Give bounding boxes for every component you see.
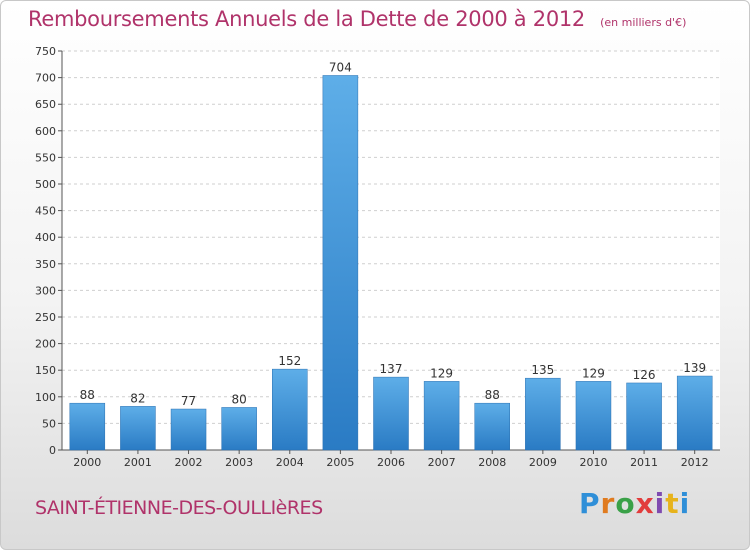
chart-unit: (en milliers d'€) xyxy=(600,16,687,29)
x-tick-label: 2009 xyxy=(529,456,557,469)
y-tick-label: 100 xyxy=(35,391,56,404)
x-tick-label: 2012 xyxy=(681,456,709,469)
bar xyxy=(322,75,359,451)
bar xyxy=(373,376,409,451)
bar-value-label: 77 xyxy=(181,394,196,408)
bar-value-label: 137 xyxy=(380,362,403,376)
logo-letter: P xyxy=(579,487,601,520)
logo-letter: o xyxy=(615,487,636,520)
bar-value-label: 88 xyxy=(80,388,95,402)
chart-title-row: Remboursements Annuels de la Dette de 20… xyxy=(28,7,686,31)
commune-name: SAINT-ÉTIENNE-DES-OULLIèRES xyxy=(35,497,323,519)
bar-value-label: 82 xyxy=(130,391,145,405)
proxiti-logo: Proxiti xyxy=(579,487,690,520)
chart-title: Remboursements Annuels de la Dette de 20… xyxy=(28,7,585,31)
x-tick-label: 2005 xyxy=(326,456,354,469)
x-tick-label: 2010 xyxy=(579,456,607,469)
y-tick-label: 50 xyxy=(42,417,56,430)
bar-value-label: 80 xyxy=(232,392,247,406)
y-tick-label: 300 xyxy=(35,284,56,297)
y-tick-label: 650 xyxy=(35,98,56,111)
bar-value-label: 135 xyxy=(531,363,554,377)
bar xyxy=(221,407,257,451)
y-tick-label: 700 xyxy=(35,72,56,85)
bar xyxy=(272,368,308,451)
bar xyxy=(525,377,561,451)
bar xyxy=(69,402,106,451)
y-tick-label: 600 xyxy=(35,125,56,138)
logo-letter: i xyxy=(679,487,691,520)
y-tick-label: 750 xyxy=(35,45,56,58)
bar-value-label: 88 xyxy=(485,388,500,402)
x-tick-label: 2006 xyxy=(377,456,405,469)
bar-value-label: 129 xyxy=(582,366,605,380)
x-tick-label: 2007 xyxy=(428,456,456,469)
bar-value-label: 704 xyxy=(329,60,352,74)
bar xyxy=(575,381,612,451)
bar-value-label: 152 xyxy=(278,354,301,368)
y-tick-label: 150 xyxy=(35,364,56,377)
logo-letter: r xyxy=(600,487,616,520)
y-tick-label: 350 xyxy=(35,258,56,271)
y-tick-label: 0 xyxy=(49,444,56,457)
logo-letter: t xyxy=(665,487,680,520)
x-tick-label: 2003 xyxy=(225,456,253,469)
y-tick-label: 200 xyxy=(35,338,56,351)
bar-value-label: 139 xyxy=(683,361,706,375)
x-tick-label: 2008 xyxy=(478,456,506,469)
bar xyxy=(474,402,510,451)
bar-value-label: 129 xyxy=(430,366,453,380)
x-tick-label: 2004 xyxy=(276,456,304,469)
logo-letter: x xyxy=(635,487,655,520)
bar xyxy=(423,381,460,451)
bar-value-label: 126 xyxy=(633,368,656,382)
y-tick-label: 450 xyxy=(35,205,56,218)
x-tick-label: 2001 xyxy=(124,456,152,469)
y-tick-label: 500 xyxy=(35,178,56,191)
bar xyxy=(170,408,207,451)
x-tick-label: 2000 xyxy=(73,456,101,469)
y-tick-label: 400 xyxy=(35,231,56,244)
bar xyxy=(676,375,713,451)
x-tick-label: 2002 xyxy=(175,456,203,469)
x-tick-label: 2011 xyxy=(630,456,658,469)
logo-letter: i xyxy=(654,487,666,520)
bar xyxy=(626,382,662,451)
y-tick-label: 250 xyxy=(35,311,56,324)
bar xyxy=(120,406,156,451)
y-tick-label: 550 xyxy=(35,151,56,164)
